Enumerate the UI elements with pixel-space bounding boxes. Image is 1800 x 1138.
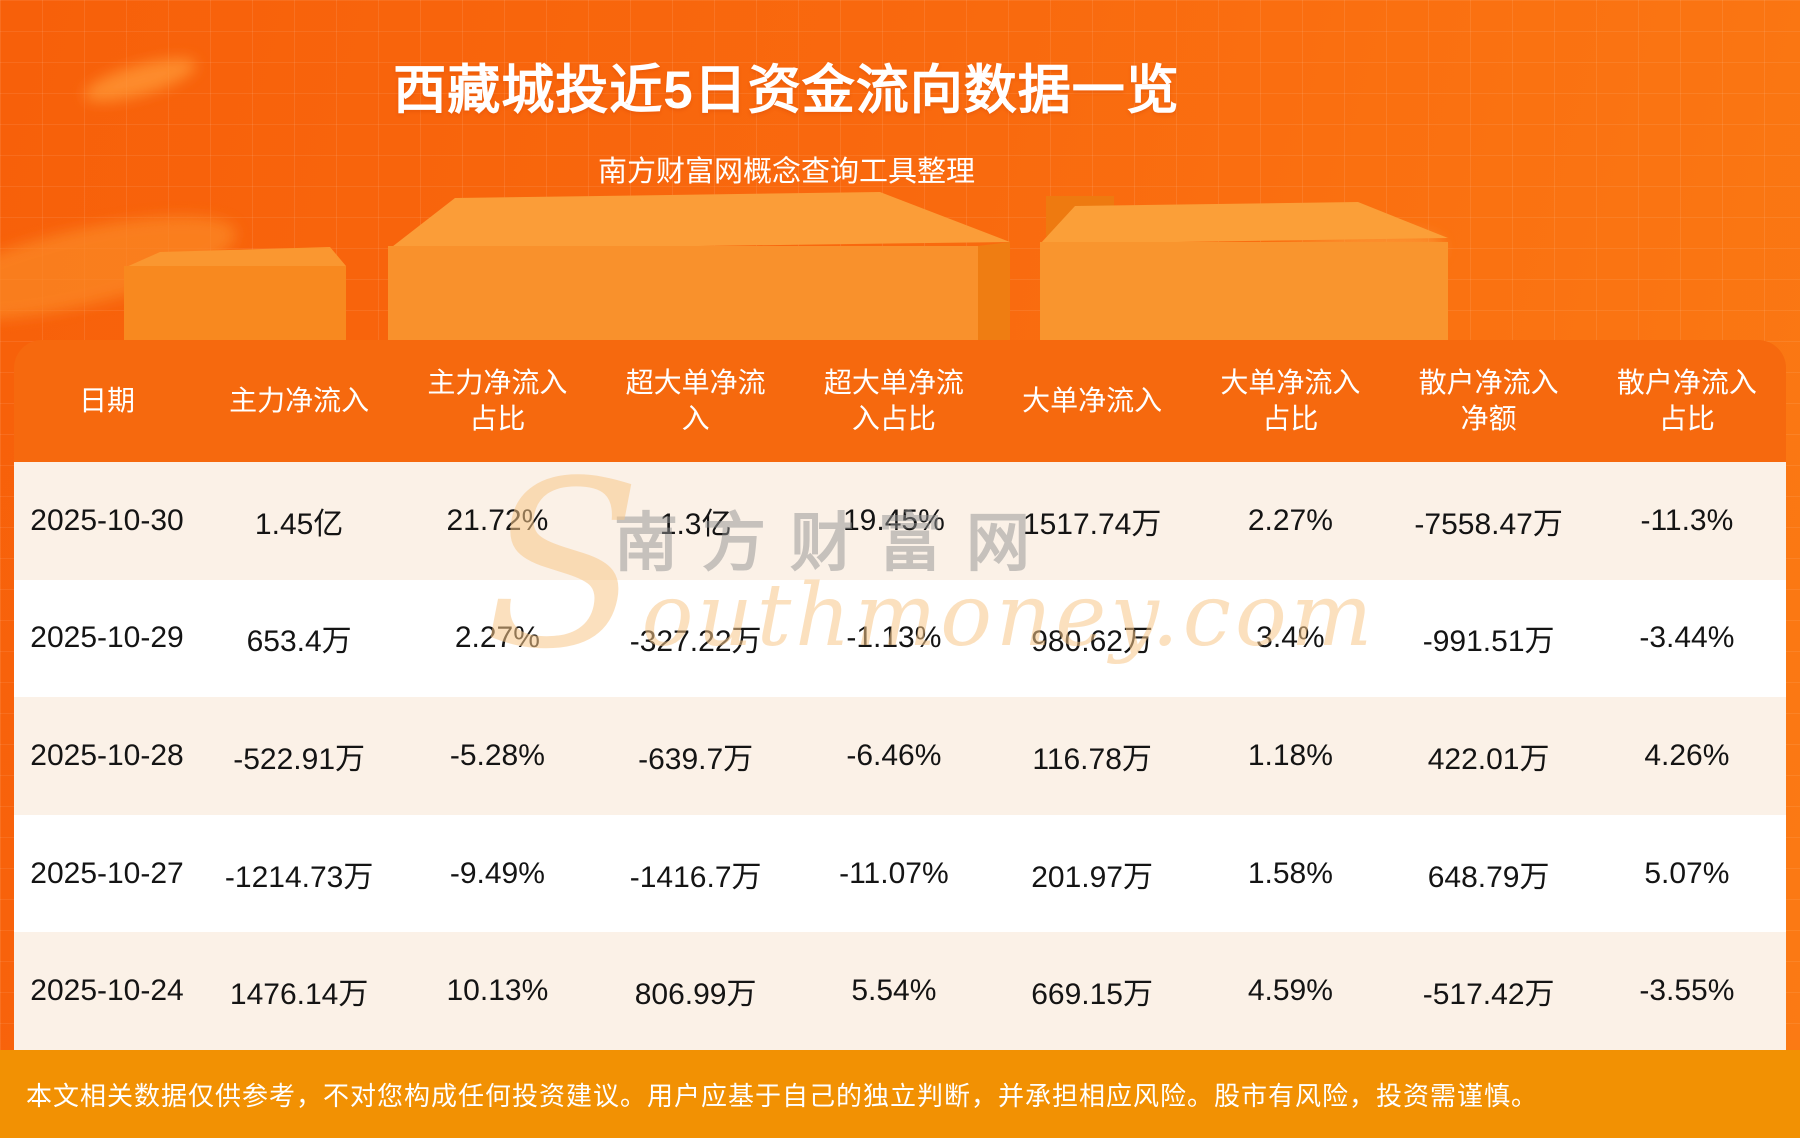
table-cell: 1476.14万 bbox=[229, 978, 369, 1012]
table-cell: 2025-10-30 bbox=[30, 503, 184, 537]
table-cell: -11.3% bbox=[1640, 503, 1734, 537]
disclaimer-text: 本文相关数据仅供参考，不对您构成任何投资建议。用户应基于自己的独立判断，并承担相… bbox=[25, 1080, 1538, 1111]
table-cell: 201.97万 bbox=[1031, 860, 1153, 894]
table-row: 2025-10-28 -522.91万 -5.28% -639.7万 -6.46… bbox=[14, 697, 1786, 815]
table-cell: 2.27% bbox=[1247, 503, 1333, 537]
table-cell: -991.51万 bbox=[1422, 625, 1555, 659]
column-header-retail-net-inflow: 散户净流入净额 bbox=[1418, 366, 1559, 434]
table-cell: 2025-10-28 bbox=[30, 738, 184, 772]
table-cell: 2025-10-27 bbox=[30, 856, 184, 890]
table-cell: 648.79万 bbox=[1427, 860, 1550, 894]
table-cell: 4.59% bbox=[1247, 974, 1333, 1008]
table-row: 2025-10-30 1.45亿 21.72% 1.3亿 19.45% 1517… bbox=[14, 462, 1786, 580]
table-cell: 1.18% bbox=[1247, 738, 1333, 772]
table-cell: -1416.7万 bbox=[629, 860, 762, 894]
table-cell: -1214.73万 bbox=[224, 860, 374, 894]
column-header-large-net-inflow: 大单净流入 bbox=[1022, 384, 1163, 416]
table-cell: 669.15万 bbox=[1031, 978, 1153, 1012]
table-cell: -3.44% bbox=[1639, 621, 1735, 655]
table-cell: 806.99万 bbox=[634, 978, 757, 1012]
column-header-date: 日期 bbox=[78, 384, 135, 416]
page-title: 西藏城投近5日资金流向数据一览 bbox=[393, 61, 1180, 120]
table-cell: 19.45% bbox=[843, 503, 945, 537]
table-cell: -9.49% bbox=[449, 856, 545, 890]
column-header-xlarge-net-inflow-pct: 超大单净流入占比 bbox=[823, 366, 964, 434]
table-cell: 116.78万 bbox=[1032, 742, 1152, 776]
column-header-large-net-inflow-pct: 大单净流入占比 bbox=[1220, 366, 1361, 434]
column-header-retail-net-inflow-pct: 散户净流入占比 bbox=[1616, 366, 1757, 434]
table-row: 2025-10-27 -1214.73万 -9.49% -1416.7万 -11… bbox=[14, 814, 1786, 933]
table-cell: 653.4万 bbox=[246, 625, 352, 659]
table-cell: 2.27% bbox=[454, 621, 540, 655]
table-cell: 422.01万 bbox=[1427, 742, 1550, 776]
page-subtitle: 南方财富网概念查询工具整理 bbox=[597, 156, 975, 188]
table-cell: -1.13% bbox=[846, 621, 942, 655]
table-cell: -517.42万 bbox=[1422, 978, 1555, 1012]
table-cell: 980.62万 bbox=[1031, 625, 1153, 659]
table-cell: -522.91万 bbox=[233, 742, 365, 776]
table-cell: -6.46% bbox=[846, 738, 942, 772]
table-cell: -7558.47万 bbox=[1414, 507, 1563, 541]
table-cell: 1517.74万 bbox=[1022, 507, 1162, 541]
fund-flow-table: 日期 主力净流入 主力净流入占比 超大单净流入 超大单净流入占比 大单净流入 大… bbox=[14, 340, 1786, 1050]
table-row: 2025-10-29 653.4万 2.27% -327.22万 -1.13% … bbox=[14, 579, 1786, 698]
table-header-row: 日期 主力净流入 主力净流入占比 超大单净流入 超大单净流入占比 大单净流入 大… bbox=[14, 340, 1786, 462]
table-cell: 3.4% bbox=[1256, 621, 1325, 655]
table-cell: 1.58% bbox=[1247, 856, 1333, 890]
table-cell: -3.55% bbox=[1639, 974, 1735, 1008]
column-header-xlarge-net-inflow: 超大单净流入 bbox=[625, 366, 766, 434]
table-cell: 1.45亿 bbox=[254, 507, 344, 541]
table-cell: 10.13% bbox=[446, 974, 549, 1008]
table-cell: 2025-10-24 bbox=[30, 974, 184, 1008]
table-cell: 5.07% bbox=[1644, 856, 1730, 890]
table-cell: 1.3亿 bbox=[659, 507, 732, 541]
table-cell: -327.22万 bbox=[629, 625, 762, 659]
table-cell: 21.72% bbox=[446, 503, 549, 537]
table-cell: 4.26% bbox=[1644, 738, 1730, 772]
table-cell: -639.7万 bbox=[638, 742, 754, 776]
column-header-main-net-inflow: 主力净流入 bbox=[229, 384, 370, 416]
column-header-main-net-inflow-pct: 主力净流入占比 bbox=[427, 366, 568, 434]
table-cell: 2025-10-29 bbox=[30, 621, 184, 655]
footer-band: 本文相关数据仅供参考，不对您构成任何投资建议。用户应基于自己的独立判断，并承担相… bbox=[0, 1050, 1800, 1138]
table-row: 2025-10-24 1476.14万 10.13% 806.99万 5.54%… bbox=[14, 932, 1786, 1050]
table-cell: 5.54% bbox=[851, 974, 937, 1008]
table-cell: -5.28% bbox=[449, 738, 545, 772]
table-cell: -11.07% bbox=[839, 856, 949, 890]
